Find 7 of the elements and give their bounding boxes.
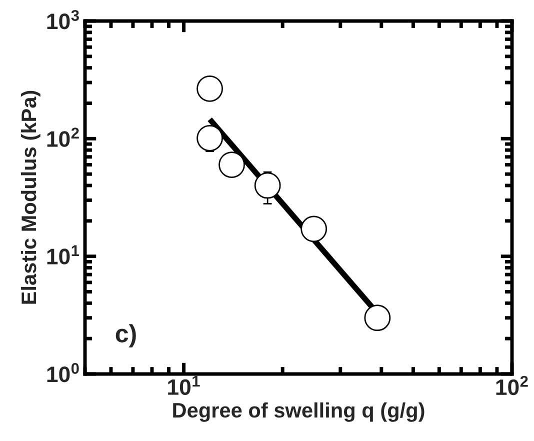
annotation: c) bbox=[116, 324, 136, 348]
y-tick-label: 10$^{3}$ bbox=[47, 10, 79, 30]
y-tick-label: 10$^{0}$ bbox=[47, 362, 79, 382]
y-tick-label: 10$^{2}$ bbox=[47, 128, 79, 147]
x-axis-title: Degree of swelling q (g/g) bbox=[173, 402, 424, 422]
y-tick-label: 10$^{1}$ bbox=[47, 245, 80, 264]
y-axis-title: Elastic Modulus (kPa) bbox=[20, 90, 40, 304]
